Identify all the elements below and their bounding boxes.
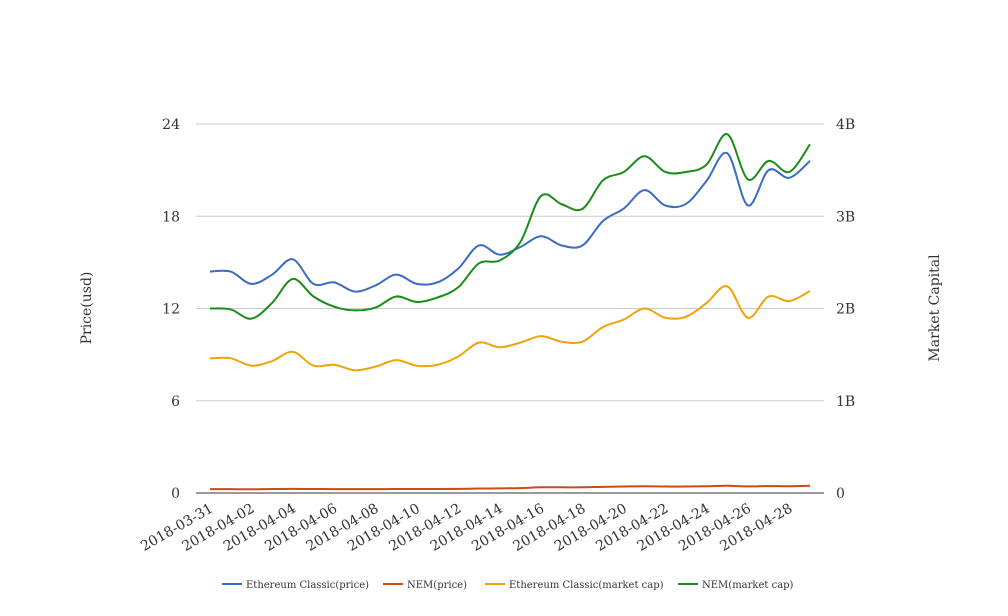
legend-label: NEM(market cap) [702,580,794,591]
legend-label: Ethereum Classic(market cap) [509,580,664,591]
legend[interactable]: Ethereum Classic(price) NEM(price) Ethereu… [222,580,794,591]
legend-label: NEM(price) [407,580,467,591]
right-axis-title: Market Capital [927,254,943,362]
right-tick-label: 1B [836,394,855,410]
series-lines [209,133,811,491]
left-tick-label: 0 [171,486,180,502]
right-tick-label: 2B [836,302,855,318]
left-tick-label: 6 [171,394,180,410]
left-tick-label: 24 [162,117,180,133]
left-axis-title: Price(usd) [79,272,95,345]
left-axis-ticks: 0 6 12 18 24 [162,117,180,502]
legend-item-3[interactable]: NEM(market cap) [678,580,794,591]
legend-item-1[interactable]: NEM(price) [383,580,467,591]
right-axis-ticks: 0 1B 2B 3B 4B [836,117,855,502]
left-tick-label: 18 [162,209,180,225]
series-line-0 [209,151,811,293]
legend-label: Ethereum Classic(price) [246,580,369,591]
gridlines [196,123,824,494]
right-tick-label: 3B [836,209,855,225]
x-axis-ticks: 2018-03-312018-04-022018-04-042018-04-06… [138,501,795,555]
right-tick-label: 0 [836,486,845,502]
legend-item-0[interactable]: Ethereum Classic(price) [222,580,369,591]
series-line-2 [209,285,811,372]
left-tick-label: 12 [162,302,180,318]
legend-item-2[interactable]: Ethereum Classic(market cap) [485,580,664,591]
right-tick-label: 4B [836,117,855,133]
series-line-3 [209,133,811,320]
series-line-1 [209,484,811,491]
